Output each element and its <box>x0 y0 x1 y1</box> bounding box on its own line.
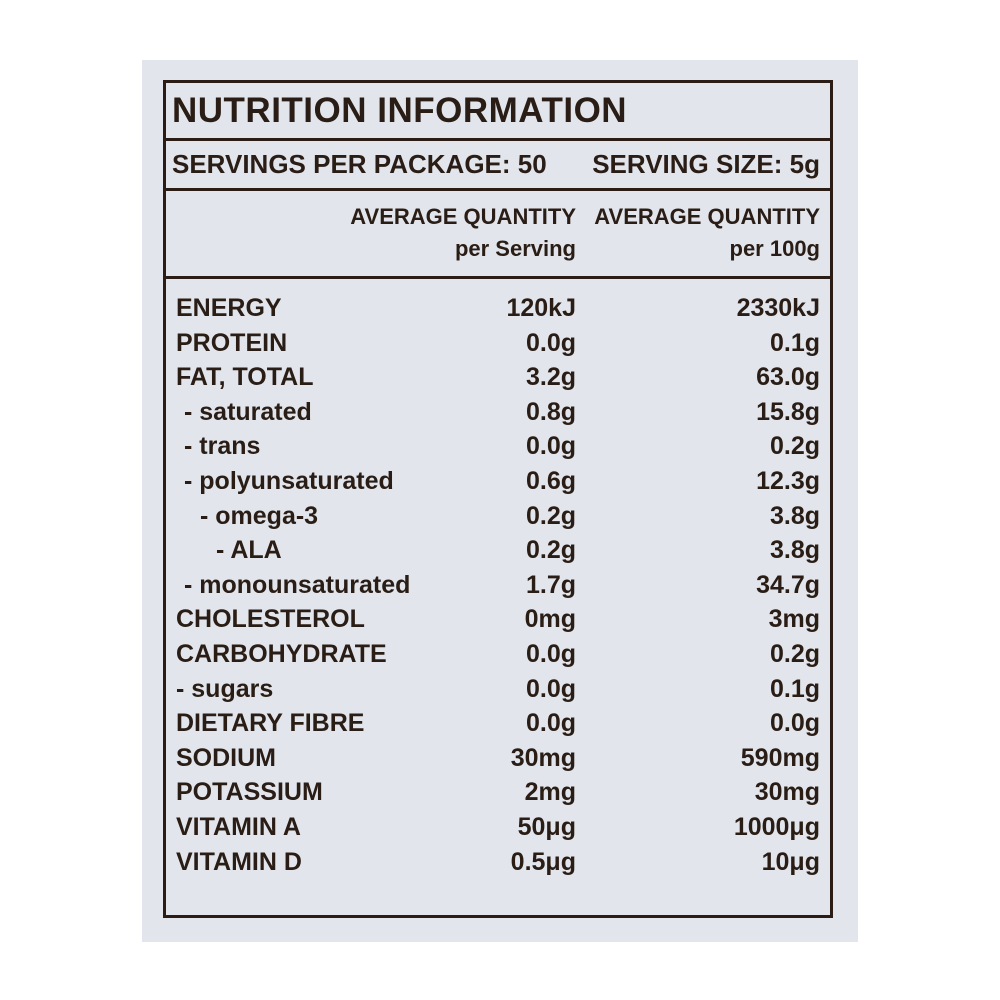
per-100g-value: 590mg <box>740 743 820 772</box>
nutrient-row: - sugars 0.0g 0.1g <box>166 672 830 707</box>
per-100g-value: 0.1g <box>769 328 820 357</box>
per-100g-value: 63.0g <box>756 363 820 392</box>
nutrient-name: - omega-3 <box>200 501 319 530</box>
nutrient-row: - trans 0.0g 0.2g <box>166 429 830 464</box>
per-serving-value: 0.0g <box>525 674 576 703</box>
nutrient-name: FAT, TOTAL <box>176 363 314 392</box>
per-serving-value: 1.7g <box>525 570 576 599</box>
per-serving-value: 0.0g <box>525 639 576 668</box>
per-100g-value: 3mg <box>768 605 820 634</box>
nutrient-row: DIETARY FIBRE 0.0g 0.0g <box>166 706 830 741</box>
per-100g-value: 15.8g <box>756 397 820 426</box>
nutrient-name: VITAMIN A <box>176 812 301 841</box>
per-100g-value: 34.7g <box>756 570 820 599</box>
nutrient-name: CARBOHYDRATE <box>176 639 387 668</box>
nutrient-name: - saturated <box>184 397 312 426</box>
per-serving-value: 50μg <box>517 812 576 841</box>
per-100g-value: 12.3g <box>756 466 820 495</box>
nutrient-name: VITAMIN D <box>176 847 302 876</box>
per-100g-value: 0.2g <box>769 639 820 668</box>
per-serving-value: 2mg <box>524 778 576 807</box>
nutrient-row: PROTEIN 0.0g 0.1g <box>166 326 830 361</box>
per-serving-header-line1: AVERAGE QUANTITY <box>350 204 576 229</box>
nutrient-name: POTASSIUM <box>176 778 323 807</box>
nutrient-row: - polyunsaturated 0.6g 12.3g <box>166 464 830 499</box>
per-100g-value: 10μg <box>761 847 820 876</box>
per-serving-value: 30mg <box>510 743 576 772</box>
nutrient-row: - saturated 0.8g 15.8g <box>166 395 830 430</box>
servings-per-package: SERVINGS PER PACKAGE: 50 <box>172 149 547 179</box>
per-serving-value: 0.2g <box>525 501 576 530</box>
nutrient-row: ENERGY 120kJ 2330kJ <box>166 291 830 326</box>
nutrient-name: PROTEIN <box>176 328 288 357</box>
per-serving-value: 3.2g <box>525 363 576 392</box>
serving-size: SERVING SIZE: 5g <box>592 149 820 179</box>
label-background <box>142 60 858 942</box>
nutrient-name: SODIUM <box>176 743 276 772</box>
per-100g-value: 0.0g <box>769 709 820 738</box>
nutrient-row: - monounsaturated 1.7g 34.7g <box>166 568 830 603</box>
per-100g-value: 3.8g <box>769 501 820 530</box>
per-100g-value: 0.1g <box>769 674 820 703</box>
per-serving-value: 0mg <box>524 605 576 634</box>
nutrient-name: ENERGY <box>176 294 282 322</box>
per-100g-value: 30mg <box>754 778 820 807</box>
nutrition-panel: NUTRITION INFORMATION SERVINGS PER PACKA… <box>163 80 833 918</box>
per-100g-header-line1: AVERAGE QUANTITY <box>594 204 820 229</box>
nutrient-row: CARBOHYDRATE 0.0g 0.2g <box>166 637 830 672</box>
per-serving-value: 0.0g <box>525 432 576 461</box>
nutrient-row: - ALA 0.2g 3.8g <box>166 533 830 568</box>
nutrient-name: - polyunsaturated <box>184 466 394 495</box>
per-serving-value: 0.0g <box>525 328 576 357</box>
per-serving-value: 0.5μg <box>510 847 576 876</box>
per-serving-header: AVERAGE QUANTITY per Serving <box>336 201 576 265</box>
nutrient-row: - omega-3 0.2g 3.8g <box>166 499 830 534</box>
per-serving-value: 0.8g <box>525 397 576 426</box>
nutrient-name: - sugars <box>176 674 274 703</box>
column-headers: AVERAGE QUANTITY per Serving AVERAGE QUA… <box>166 191 830 279</box>
nutrient-row: SODIUM 30mg 590mg <box>166 741 830 776</box>
per-100g-header: AVERAGE QUANTITY per 100g <box>580 201 820 265</box>
nutrient-row: POTASSIUM 2mg 30mg <box>166 775 830 810</box>
nutrient-name: DIETARY FIBRE <box>176 709 365 738</box>
per-serving-header-line2: per Serving <box>454 236 576 261</box>
per-serving-value: 0.6g <box>525 466 576 495</box>
nutrient-name: - trans <box>184 432 261 461</box>
nutrient-name: CHOLESTEROL <box>176 605 365 634</box>
nutrient-name: - ALA <box>216 536 282 565</box>
nutrient-row: VITAMIN D 0.5μg 10μg <box>166 845 830 880</box>
nutrient-row: FAT, TOTAL 3.2g 63.0g <box>166 360 830 395</box>
nutrient-row: CHOLESTEROL 0mg 3mg <box>166 602 830 637</box>
per-100g-value: 0.2g <box>769 432 820 461</box>
per-100g-header-line2: per 100g <box>729 236 821 261</box>
nutrient-row: VITAMIN A 50μg 1000μg <box>166 810 830 845</box>
per-100g-value: 2330kJ <box>736 294 820 322</box>
per-100g-value: 1000μg <box>733 812 820 841</box>
servings-row: SERVINGS PER PACKAGE: 50 SERVING SIZE: 5… <box>166 141 830 191</box>
per-100g-value: 3.8g <box>769 536 820 565</box>
per-serving-value: 0.2g <box>525 536 576 565</box>
per-serving-value: 0.0g <box>525 709 576 738</box>
per-serving-value: 120kJ <box>506 294 576 322</box>
panel-title: NUTRITION INFORMATION <box>166 83 830 141</box>
nutrient-name: - monounsaturated <box>184 570 411 599</box>
nutrient-rows: ENERGY 120kJ 2330kJ PROTEIN 0.0g 0.1g FA… <box>166 291 830 879</box>
